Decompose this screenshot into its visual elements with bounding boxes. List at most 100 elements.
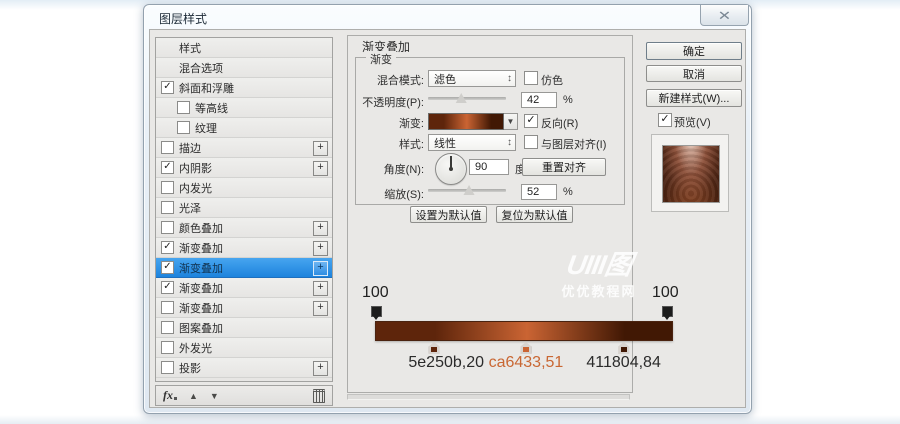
scale-slider-thumb[interactable] [463,185,475,195]
panel-title: 渐变叠加 [362,40,411,54]
move-effect-up-button[interactable]: ▲ [189,390,198,401]
reverse-label: 反向(R) [541,118,579,130]
gradient-group: 渐变 混合模式: 滤色 ↕ 仿色 不透明度(P): 42 % 渐变: [355,51,625,205]
blend-mode-label: 混合模式: [376,75,424,87]
move-effect-down-button[interactable]: ▼ [209,390,219,401]
effect-checkbox[interactable] [161,201,174,214]
color-stop-marker[interactable] [520,342,532,354]
reverse-checkbox[interactable]: ✓ [524,114,538,128]
fx-menu-button[interactable]: fx [163,388,173,402]
style-list-item[interactable]: 外发光 [156,338,332,358]
style-list-item[interactable]: 内发光 [156,178,332,198]
angle-unit: 度 [515,164,526,176]
color-stop-value: 5e250b,20 [408,354,485,371]
style-list-item[interactable]: 样式 [156,38,332,58]
effect-checkbox[interactable] [177,121,190,134]
set-default-button[interactable]: 设置为默认值 [410,206,487,223]
ok-button[interactable]: 确定 [646,42,742,60]
scale-input[interactable]: 52 [521,184,557,200]
left-opacity-stop-label: 100 [362,284,389,301]
effect-label: 渐变叠加 [179,282,223,295]
gradient-overlay-panel: 渐变叠加 渐变 混合模式: 滤色 ↕ 仿色 不透明度(P): 42 % [347,35,633,393]
effect-checkbox[interactable] [161,141,174,154]
effect-checkbox[interactable]: ✓ [161,161,174,174]
gradient-label: 渐变: [398,118,424,130]
effect-checkbox[interactable]: ✓ [161,261,174,274]
opacity-unit: % [563,94,573,106]
scale-slider[interactable] [428,183,506,197]
color-stop-marker[interactable] [428,342,440,354]
style-list-item[interactable]: 纹理 [156,118,332,138]
new-style-button[interactable]: 新建样式(W)... [646,89,742,107]
effect-label: 纹理 [195,122,217,135]
angle-hub-icon [449,167,453,171]
add-effect-instance-button[interactable]: + [313,261,328,276]
effect-checkbox[interactable]: ✓ [161,241,174,254]
reset-default-button[interactable]: 复位为默认值 [496,206,573,223]
gradient-picker-arrow[interactable]: ▼ [504,113,518,130]
effect-label: 样式 [179,42,201,55]
effect-checkbox[interactable] [161,221,174,234]
add-effect-instance-button[interactable]: + [313,281,328,296]
dither-checkbox[interactable] [524,71,538,85]
effect-label: 渐变叠加 [179,302,223,315]
blend-mode-select[interactable]: 滤色 ↕ [428,70,516,87]
add-effect-instance-button[interactable]: + [313,361,328,376]
color-stop-marker[interactable] [618,342,630,354]
style-list-item[interactable]: 等高线 [156,98,332,118]
effect-checkbox[interactable] [161,181,174,194]
add-effect-instance-button[interactable]: + [313,301,328,316]
style-list-item[interactable]: 颜色叠加 + [156,218,332,238]
effect-checkbox[interactable]: ✓ [161,281,174,294]
add-effect-instance-button[interactable]: + [313,161,328,176]
angle-needle-icon [450,156,452,169]
add-effect-instance-button[interactable]: + [313,221,328,236]
effect-checkbox[interactable] [161,301,174,314]
angle-input[interactable]: 90 [469,159,509,175]
style-list-item[interactable]: ✓ 内阴影 + [156,158,332,178]
reset-alignment-button[interactable]: 重置对齐 [522,158,606,176]
add-effect-instance-button[interactable]: + [313,141,328,156]
style-list-item[interactable]: ✓ 斜面和浮雕 [156,78,332,98]
style-label: 样式: [398,139,424,151]
gradient-editor-bar[interactable] [375,321,673,341]
bottom-groove [347,394,630,400]
effect-checkbox[interactable]: ✓ [161,81,174,94]
delete-effect-icon[interactable] [313,388,325,403]
gradient-swatch[interactable] [428,113,504,130]
preview-panel [651,134,729,212]
effect-checkbox[interactable] [161,321,174,334]
scale-unit: % [563,186,573,198]
angle-dial[interactable] [435,153,467,185]
close-button[interactable]: ✕ [700,5,749,26]
opacity-slider-thumb[interactable] [455,93,467,103]
effect-checkbox[interactable] [161,361,174,374]
preview-checkbox[interactable]: ✓ [658,113,672,127]
effect-label: 颜色叠加 [179,222,223,235]
style-list-item[interactable]: 混合选项 [156,58,332,78]
style-list-item[interactable]: 投影 + [156,358,332,378]
effect-label: 渐变叠加 [179,242,223,255]
style-select[interactable]: 线性 ↕ [428,134,516,151]
style-list-item[interactable]: 光泽 [156,198,332,218]
cancel-button[interactable]: 取消 [646,65,742,82]
effect-label: 描边 [179,142,201,155]
opacity-input[interactable]: 42 [521,92,557,108]
align-with-layer-checkbox[interactable] [524,135,538,149]
opacity-stop-marker-right[interactable] [662,306,673,320]
style-list-item[interactable]: ✓ 渐变叠加 + [156,258,332,278]
dither-label: 仿色 [541,75,563,87]
style-list-item[interactable]: 渐变叠加 + [156,298,332,318]
opacity-stop-marker-left[interactable] [371,306,382,320]
effect-checkbox[interactable] [177,101,190,114]
opacity-slider[interactable] [428,91,506,105]
effect-checkbox[interactable] [161,341,174,354]
style-list-item[interactable]: 图案叠加 [156,318,332,338]
updown-icon: ↕ [507,137,512,148]
effect-label: 混合选项 [179,62,223,75]
style-list-item[interactable]: ✓ 渐变叠加 + [156,278,332,298]
style-list-item[interactable]: 描边 + [156,138,332,158]
style-list-item[interactable]: ✓ 渐变叠加 + [156,238,332,258]
titlebar[interactable]: 图层样式 ✕ [144,5,751,29]
add-effect-instance-button[interactable]: + [313,241,328,256]
